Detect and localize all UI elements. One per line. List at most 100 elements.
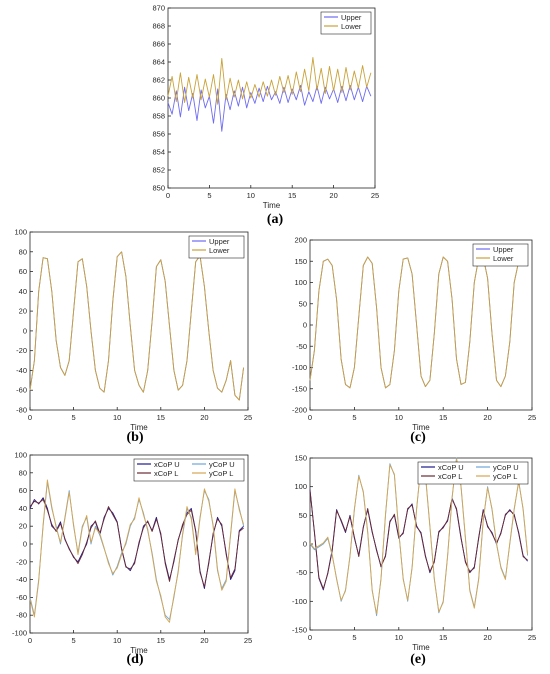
y-tick-label: 100 <box>294 278 307 287</box>
legend-label: yCoP U <box>209 460 235 469</box>
x-tick-label: 0 <box>28 636 32 645</box>
y-tick-label: 854 <box>152 148 165 157</box>
y-tick-label: 150 <box>294 257 307 266</box>
y-tick-label: 50 <box>299 299 307 308</box>
y-tick-label: 864 <box>152 58 165 67</box>
y-tick-label: 0 <box>23 326 27 335</box>
x-axis-label: Time <box>412 643 430 652</box>
y-tick-label: -50 <box>296 568 307 577</box>
y-tick-label: 100 <box>294 482 307 491</box>
x-tick-label: 20 <box>483 413 491 422</box>
y-tick-label: -200 <box>292 406 307 415</box>
x-tick-label: 20 <box>200 413 208 422</box>
y-tick-label: 40 <box>19 287 27 296</box>
legend-box <box>133 458 245 482</box>
y-tick-label: -150 <box>292 384 307 393</box>
chart-1: 0 5 10 15 20 25 -80 -60 -40 -20 0 20 40 60 80 100 Time Up… <box>14 228 252 433</box>
x-tick-label: 25 <box>528 633 536 642</box>
legend-label: Upper <box>493 245 514 254</box>
plot-area <box>309 457 533 631</box>
legend-label: xCoP U <box>438 463 464 472</box>
y-tick-label: -20 <box>16 346 27 355</box>
x-axis-label: Time <box>412 423 430 432</box>
y-tick-label: 860 <box>152 94 165 103</box>
x-axis-label: Time <box>130 646 148 655</box>
x-tick-label: 0 <box>166 191 170 200</box>
chart-0: 0 5 10 15 20 25 850 852 854 856 858 860 862 864 866 868… <box>152 4 379 211</box>
x-tick-label: 10 <box>113 636 121 645</box>
x-tick-label: 15 <box>439 633 447 642</box>
y-tick-label: 868 <box>152 22 165 31</box>
series-line-3 <box>309 458 529 615</box>
series-line-1 <box>167 57 372 105</box>
y-tick-label: -20 <box>16 557 27 566</box>
series-line-1 <box>309 490 528 590</box>
series-line-3 <box>29 479 245 623</box>
y-tick-label: 100 <box>14 228 27 237</box>
y-tick-label: 200 <box>294 236 307 245</box>
y-tick-label: 850 <box>152 184 165 193</box>
legend: xCoP U yCoP U xCoP L yCoP L <box>417 461 529 485</box>
y-tick-label: 150 <box>294 454 307 463</box>
y-tick-label: -150 <box>292 626 307 635</box>
x-axis-label: Time <box>130 423 148 432</box>
y-tick-label: -100 <box>292 597 307 606</box>
y-tick-label: 0 <box>23 540 27 549</box>
x-tick-label: 20 <box>200 636 208 645</box>
x-tick-label: 15 <box>157 413 165 422</box>
x-tick-label: 0 <box>308 413 312 422</box>
legend-label: Upper <box>341 13 362 22</box>
x-tick-label: 5 <box>352 413 356 422</box>
x-tick-label: 10 <box>395 413 403 422</box>
legend-label: Lower <box>493 254 514 263</box>
x-tick-label: 5 <box>207 191 211 200</box>
series-line-1 <box>29 499 244 588</box>
y-tick-label: 40 <box>19 504 27 513</box>
x-tick-label: 25 <box>244 413 252 422</box>
y-tick-label: 50 <box>299 511 307 520</box>
y-tick-label: -100 <box>12 629 27 638</box>
y-tick-label: -80 <box>16 611 27 620</box>
x-tick-label: 0 <box>28 413 32 422</box>
x-tick-label: 20 <box>483 633 491 642</box>
x-tick-label: 0 <box>308 633 312 642</box>
y-tick-label: -80 <box>16 406 27 415</box>
panel-label-c: (c) <box>410 430 426 445</box>
legend-label: yCoP U <box>493 463 519 472</box>
y-tick-label: 870 <box>152 4 165 13</box>
panel-label-d: (d) <box>126 652 144 667</box>
x-tick-label: 15 <box>157 636 165 645</box>
y-tick-label: 0 <box>303 540 307 549</box>
x-tick-label: 25 <box>371 191 379 200</box>
chart-4: 0 5 10 15 20 25 -150 -100 -50 0 50 100 150 Time xCoP U… <box>292 454 536 653</box>
series-line-1 <box>309 256 528 389</box>
x-tick-label: 10 <box>113 413 121 422</box>
legend: xCoP U yCoP U xCoP L yCoP L <box>133 458 245 482</box>
panel-label-a: (a) <box>266 212 284 227</box>
y-tick-label: 20 <box>19 522 27 531</box>
y-tick-label: -60 <box>16 593 27 602</box>
y-tick-label: 60 <box>19 267 27 276</box>
legend-box <box>417 461 529 485</box>
y-tick-label: 60 <box>19 486 27 495</box>
x-tick-label: 10 <box>395 633 403 642</box>
series-line-1 <box>29 251 245 401</box>
x-tick-label: 25 <box>244 636 252 645</box>
x-tick-label: 5 <box>72 413 76 422</box>
x-tick-label: 15 <box>439 413 447 422</box>
chart-3: 0 5 10 15 20 25 -100 -80 -60 -40 -20 0 20 40 60 80 100 Ti… <box>12 451 252 656</box>
y-tick-label: 100 <box>14 451 27 460</box>
y-tick-label: 80 <box>19 468 27 477</box>
y-tick-label: 858 <box>152 112 165 121</box>
x-axis-label: Time <box>263 201 281 210</box>
legend-label: xCoP L <box>438 472 462 481</box>
series-line-0 <box>167 84 372 132</box>
panel-label-b: (b) <box>126 430 144 445</box>
y-tick-label: 80 <box>19 247 27 256</box>
y-tick-label: 852 <box>152 166 165 175</box>
plot-area <box>167 7 376 189</box>
plot-area <box>29 231 249 411</box>
